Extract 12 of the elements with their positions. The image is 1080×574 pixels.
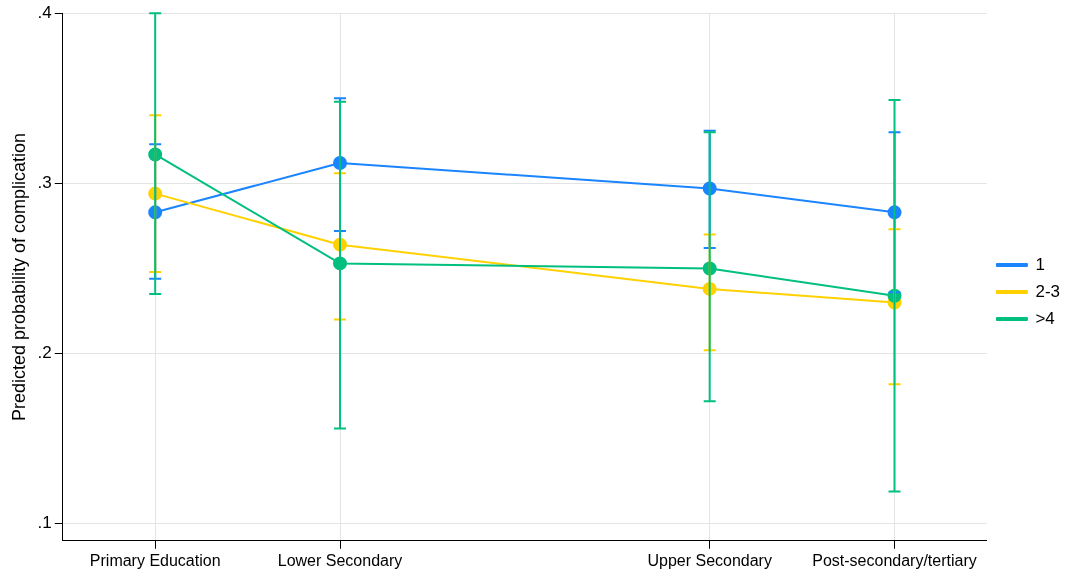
legend-label: 2-3 bbox=[1035, 281, 1061, 301]
y-tick-label: .2 bbox=[37, 343, 52, 363]
legend-label: 1 bbox=[1035, 254, 1045, 274]
x-tick-label: Primary Education bbox=[89, 551, 221, 569]
y-tick-label: .4 bbox=[37, 2, 52, 22]
y-tick-label: .1 bbox=[37, 513, 52, 533]
x-tick-label: Lower Secondary bbox=[277, 551, 403, 569]
y-axis-title: Predicted probability of complication bbox=[8, 132, 29, 422]
x-tick-label: Upper Secondary bbox=[647, 551, 772, 569]
legend-label: >4 bbox=[1035, 308, 1055, 328]
x-tick-label: Post-secondary/tertiary bbox=[812, 551, 977, 569]
y-tick-label: .3 bbox=[37, 173, 52, 193]
